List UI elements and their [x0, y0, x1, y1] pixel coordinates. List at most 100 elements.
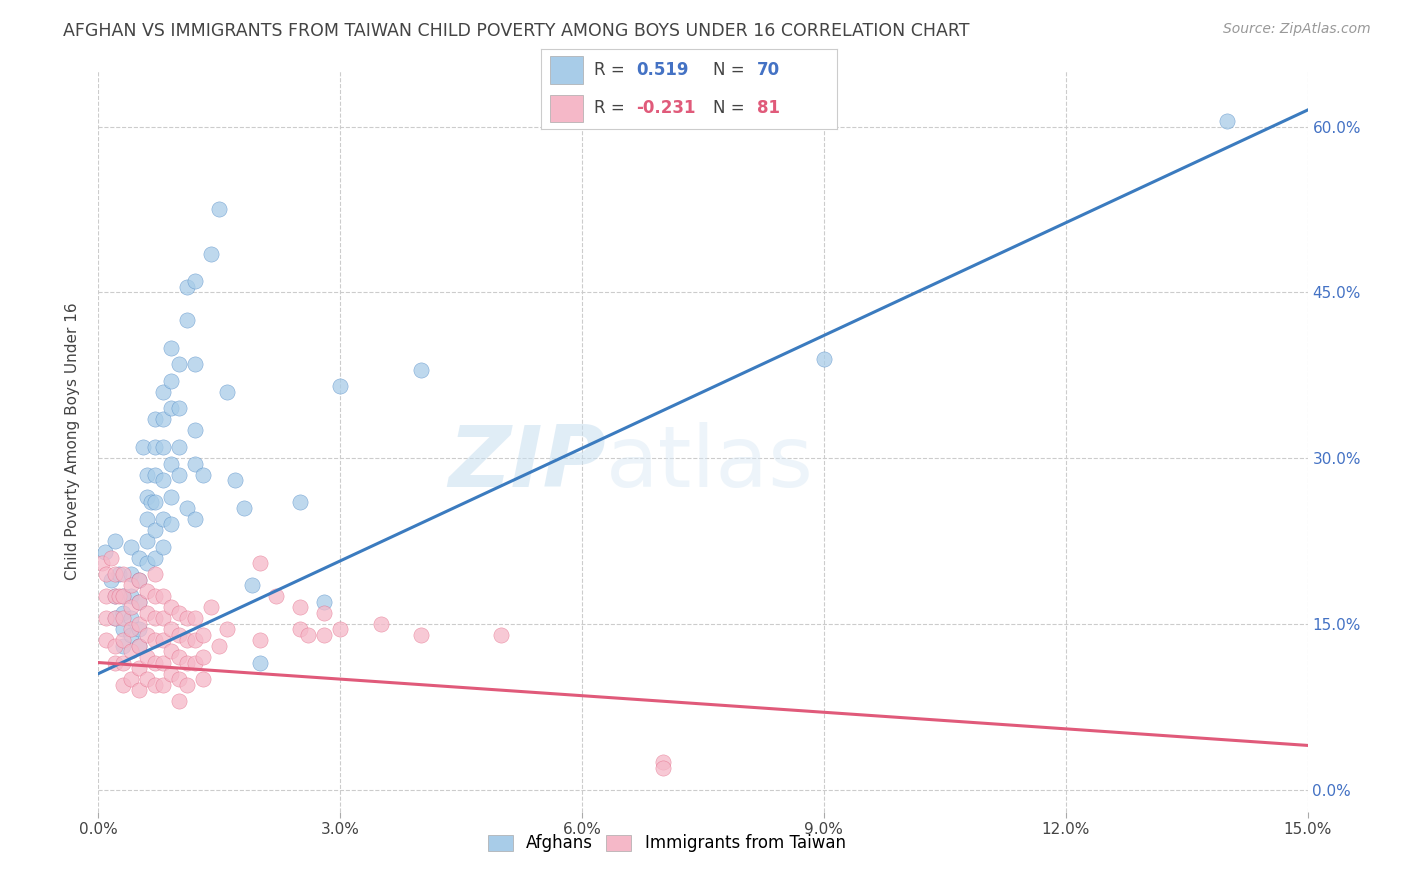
- Point: [167, 606, 190, 620]
- Point: [184, 611, 207, 625]
- Point: [143, 567, 166, 582]
- Point: [160, 666, 183, 681]
- Point: [200, 246, 222, 260]
- Point: [184, 457, 207, 471]
- Point: [103, 589, 125, 603]
- Point: [160, 401, 183, 416]
- Point: [152, 473, 174, 487]
- Text: R =: R =: [595, 100, 630, 118]
- Point: [160, 623, 183, 637]
- Point: [217, 384, 239, 399]
- Point: [111, 633, 134, 648]
- Point: [176, 656, 198, 670]
- Point: [120, 600, 142, 615]
- Point: [111, 678, 134, 692]
- Point: [249, 656, 271, 670]
- Point: [135, 606, 157, 620]
- Point: [143, 523, 166, 537]
- Point: [314, 606, 336, 620]
- Point: [143, 633, 166, 648]
- Point: [120, 611, 142, 625]
- Point: [139, 495, 162, 509]
- Point: [135, 628, 157, 642]
- Point: [160, 517, 183, 532]
- Point: [651, 760, 673, 774]
- Point: [288, 600, 311, 615]
- Point: [491, 628, 513, 642]
- Point: [152, 384, 174, 399]
- Point: [120, 578, 142, 592]
- Point: [193, 467, 215, 482]
- Point: [152, 440, 174, 454]
- Point: [128, 623, 150, 637]
- Point: [217, 623, 239, 637]
- Point: [167, 650, 190, 665]
- Point: [176, 280, 198, 294]
- Point: [135, 512, 157, 526]
- Point: [152, 656, 174, 670]
- Point: [208, 639, 231, 653]
- Point: [160, 341, 183, 355]
- Point: [143, 467, 166, 482]
- Point: [135, 583, 157, 598]
- Text: Source: ZipAtlas.com: Source: ZipAtlas.com: [1223, 22, 1371, 37]
- Point: [167, 401, 190, 416]
- Point: [167, 467, 190, 482]
- Point: [111, 639, 134, 653]
- Bar: [550, 56, 582, 84]
- Point: [160, 457, 183, 471]
- Point: [128, 661, 150, 675]
- Point: [288, 495, 311, 509]
- Point: [329, 623, 352, 637]
- Point: [107, 567, 129, 582]
- Point: [143, 550, 166, 565]
- Point: [143, 611, 166, 625]
- Point: [135, 672, 157, 686]
- Point: [160, 600, 183, 615]
- Point: [160, 374, 183, 388]
- Text: R =: R =: [595, 61, 630, 78]
- Point: [152, 512, 174, 526]
- Point: [128, 616, 150, 631]
- Point: [132, 440, 155, 454]
- Point: [96, 567, 118, 582]
- Point: [128, 595, 150, 609]
- Point: [120, 589, 142, 603]
- Point: [103, 656, 125, 670]
- Point: [152, 589, 174, 603]
- Point: [128, 639, 150, 653]
- Point: [152, 611, 174, 625]
- Point: [409, 628, 432, 642]
- Point: [135, 467, 157, 482]
- Point: [103, 611, 125, 625]
- Text: atlas: atlas: [606, 422, 814, 505]
- Point: [120, 628, 142, 642]
- Text: 81: 81: [756, 100, 780, 118]
- Point: [103, 639, 125, 653]
- Point: [143, 412, 166, 426]
- Point: [184, 424, 207, 438]
- Point: [120, 672, 142, 686]
- Text: AFGHAN VS IMMIGRANTS FROM TAIWAN CHILD POVERTY AMONG BOYS UNDER 16 CORRELATION C: AFGHAN VS IMMIGRANTS FROM TAIWAN CHILD P…: [63, 22, 970, 40]
- Point: [111, 589, 134, 603]
- Point: [103, 567, 125, 582]
- Point: [200, 600, 222, 615]
- Point: [103, 589, 125, 603]
- Point: [91, 556, 114, 570]
- Point: [160, 644, 183, 658]
- Point: [111, 623, 134, 637]
- Point: [128, 639, 150, 653]
- Point: [167, 628, 190, 642]
- Point: [176, 611, 198, 625]
- Point: [224, 473, 246, 487]
- Text: 0.519: 0.519: [636, 61, 689, 78]
- Point: [184, 512, 207, 526]
- Point: [651, 755, 673, 769]
- Point: [135, 490, 157, 504]
- Point: [100, 550, 122, 565]
- Point: [135, 533, 157, 548]
- Point: [249, 633, 271, 648]
- Point: [208, 202, 231, 217]
- Point: [184, 357, 207, 371]
- Point: [240, 578, 263, 592]
